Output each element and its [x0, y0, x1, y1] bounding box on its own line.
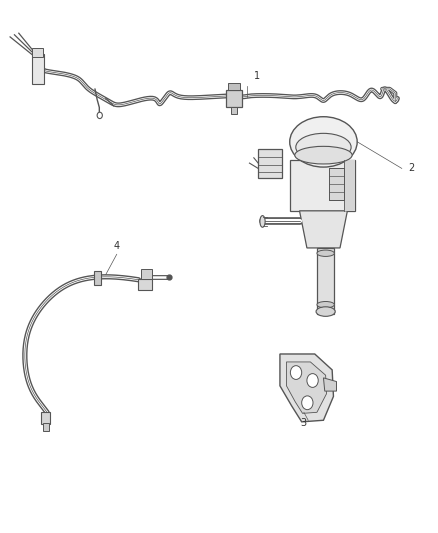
FancyBboxPatch shape	[290, 160, 355, 211]
Ellipse shape	[260, 216, 265, 227]
Circle shape	[97, 112, 102, 118]
FancyBboxPatch shape	[141, 269, 152, 279]
FancyBboxPatch shape	[228, 83, 240, 91]
Polygon shape	[286, 362, 326, 414]
Circle shape	[307, 374, 318, 387]
Ellipse shape	[317, 302, 334, 308]
FancyBboxPatch shape	[32, 54, 44, 84]
Ellipse shape	[317, 250, 334, 256]
FancyBboxPatch shape	[42, 413, 50, 424]
Polygon shape	[300, 211, 347, 248]
FancyBboxPatch shape	[231, 107, 237, 114]
Ellipse shape	[295, 147, 352, 164]
FancyBboxPatch shape	[226, 91, 242, 108]
FancyBboxPatch shape	[32, 47, 43, 57]
FancyBboxPatch shape	[317, 248, 334, 314]
Ellipse shape	[296, 133, 351, 161]
Polygon shape	[323, 378, 336, 391]
FancyBboxPatch shape	[328, 168, 344, 200]
Text: 4: 4	[113, 240, 120, 251]
Ellipse shape	[290, 117, 357, 167]
Text: 3: 3	[301, 418, 307, 427]
FancyBboxPatch shape	[94, 271, 101, 285]
FancyBboxPatch shape	[43, 423, 49, 431]
FancyBboxPatch shape	[344, 160, 355, 211]
Text: 2: 2	[408, 164, 415, 173]
FancyBboxPatch shape	[258, 149, 282, 178]
Polygon shape	[280, 354, 333, 422]
Circle shape	[290, 366, 302, 379]
Circle shape	[302, 396, 313, 410]
Text: 1: 1	[254, 71, 260, 81]
Ellipse shape	[316, 307, 335, 317]
FancyBboxPatch shape	[138, 279, 152, 290]
